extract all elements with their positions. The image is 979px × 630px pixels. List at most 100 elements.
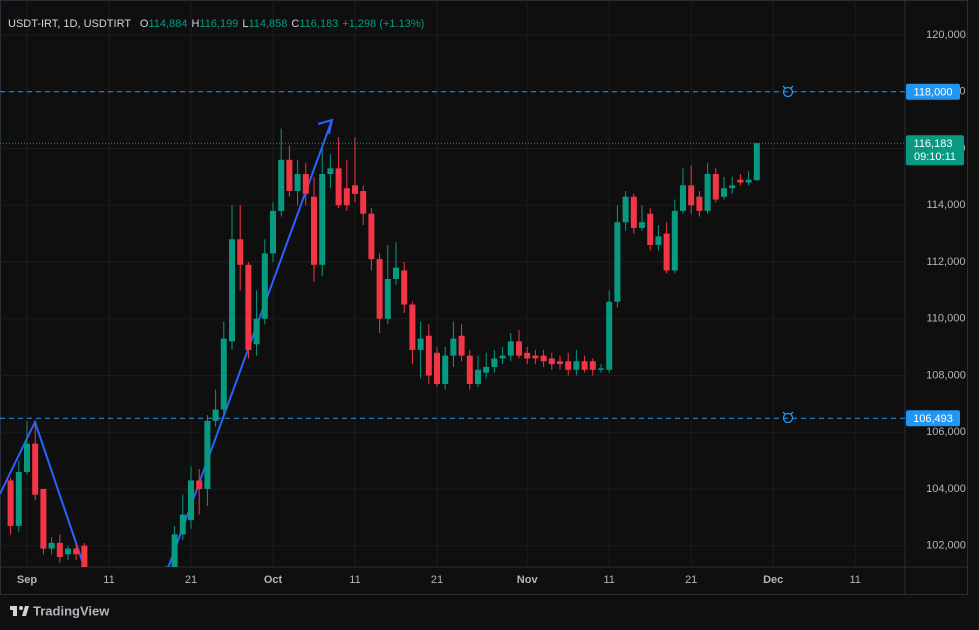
candle-body	[540, 355, 547, 362]
alert-icon[interactable]	[782, 85, 794, 98]
candle-body	[680, 185, 686, 211]
candle-body	[401, 270, 408, 305]
legend-key: H	[191, 18, 199, 30]
candle-body	[376, 259, 383, 319]
candle-body	[32, 443, 39, 495]
candle-body	[524, 352, 531, 359]
candle-body	[499, 355, 506, 359]
candle-body	[270, 210, 276, 254]
legend-value: 116,183	[299, 18, 338, 30]
candle-body	[417, 338, 424, 350]
candle-body	[425, 335, 432, 376]
brand[interactable]: TradingView	[10, 603, 110, 618]
y-tick-label: 102,000	[926, 540, 966, 552]
candle-body	[557, 361, 563, 365]
candle-body	[639, 222, 645, 228]
y-tick-label: 108,000	[926, 369, 966, 381]
x-tick-label: Dec	[763, 574, 783, 586]
candle-body	[458, 335, 465, 356]
countdown-label: 09:10:11	[914, 151, 956, 163]
x-tick-label: 21	[685, 574, 697, 586]
candle-body	[532, 355, 539, 359]
legend-key: C	[291, 18, 299, 30]
candle-body	[614, 222, 621, 302]
candle-body	[565, 361, 572, 370]
candle-body	[573, 361, 580, 370]
candle-body	[196, 480, 203, 489]
x-tick-label: 21	[185, 574, 197, 586]
price-label: 106,493	[913, 413, 953, 425]
candle-body	[721, 188, 727, 197]
candle-body	[65, 548, 71, 555]
candle-body	[466, 355, 473, 384]
candle-body	[704, 173, 711, 211]
candle-body	[598, 368, 604, 370]
candle-body	[712, 173, 719, 200]
candle-body	[56, 542, 63, 558]
price-label-box	[906, 83, 960, 100]
candle-body	[737, 179, 744, 183]
x-tick-label: Nov	[517, 574, 539, 586]
brand-name: TradingView	[33, 603, 110, 618]
candle-body	[491, 358, 498, 367]
y-tick-label: 114,000	[927, 199, 966, 211]
candle-body	[335, 168, 342, 206]
candle-body	[475, 369, 481, 384]
candle-body	[204, 420, 211, 489]
candle-body	[81, 545, 88, 567]
candle-body	[73, 548, 80, 555]
candle-body	[352, 185, 358, 194]
x-tick-label: 11	[849, 574, 860, 586]
candle-body	[450, 338, 457, 356]
candle-body	[696, 196, 703, 211]
y-tick-label: 110,000	[927, 313, 966, 325]
candle-body	[253, 318, 260, 345]
candle-body	[261, 253, 268, 319]
candle-body	[507, 341, 514, 356]
price-label: 118,000	[914, 87, 953, 99]
candle-body	[229, 239, 235, 342]
legend-header: USDT-IRT, 1D, USDTIRT O114,884 H116,199 L1…	[8, 18, 424, 30]
candle-body	[179, 514, 186, 535]
candle-body	[302, 173, 309, 194]
candle-body	[15, 471, 22, 526]
alert-icon[interactable]	[782, 411, 794, 424]
candle-body	[7, 480, 14, 526]
candle-body	[212, 409, 219, 421]
candle-body	[548, 358, 555, 365]
candle-body	[319, 173, 326, 265]
candle-body	[589, 361, 596, 370]
candle-body	[409, 304, 416, 350]
candle-body	[581, 361, 588, 370]
candle-body	[729, 185, 736, 189]
y-tick-label: 104,000	[926, 483, 966, 495]
price-label-box	[906, 410, 960, 427]
arrow-head	[317, 118, 334, 135]
candle-body	[671, 210, 678, 271]
candle-body	[327, 168, 334, 174]
overlay	[0, 91, 905, 419]
candle-body	[237, 239, 244, 265]
candle-body	[442, 355, 449, 384]
x-tick-label: Oct	[264, 574, 283, 586]
plot-area	[0, 118, 760, 567]
symbol-title: USDT-IRT, 1D, USDTIRT	[8, 18, 131, 30]
candle-body	[606, 301, 613, 370]
last-price-label: 116,183	[914, 138, 953, 150]
candle-body	[434, 352, 440, 384]
candle-body	[24, 443, 30, 472]
x-tick-label: 11	[349, 574, 360, 586]
y-tick-label: 120,000	[926, 29, 966, 41]
candle-body	[745, 179, 752, 183]
x-tick-label: 21	[431, 574, 443, 586]
candle-body	[40, 488, 47, 549]
candle-body	[343, 188, 350, 206]
candle-body	[220, 338, 227, 410]
legend-value: 114,858	[248, 18, 287, 30]
candle-body	[688, 185, 695, 206]
candle-body	[516, 341, 522, 356]
x-tick-label: 11	[603, 574, 614, 586]
candle-body	[663, 233, 670, 271]
